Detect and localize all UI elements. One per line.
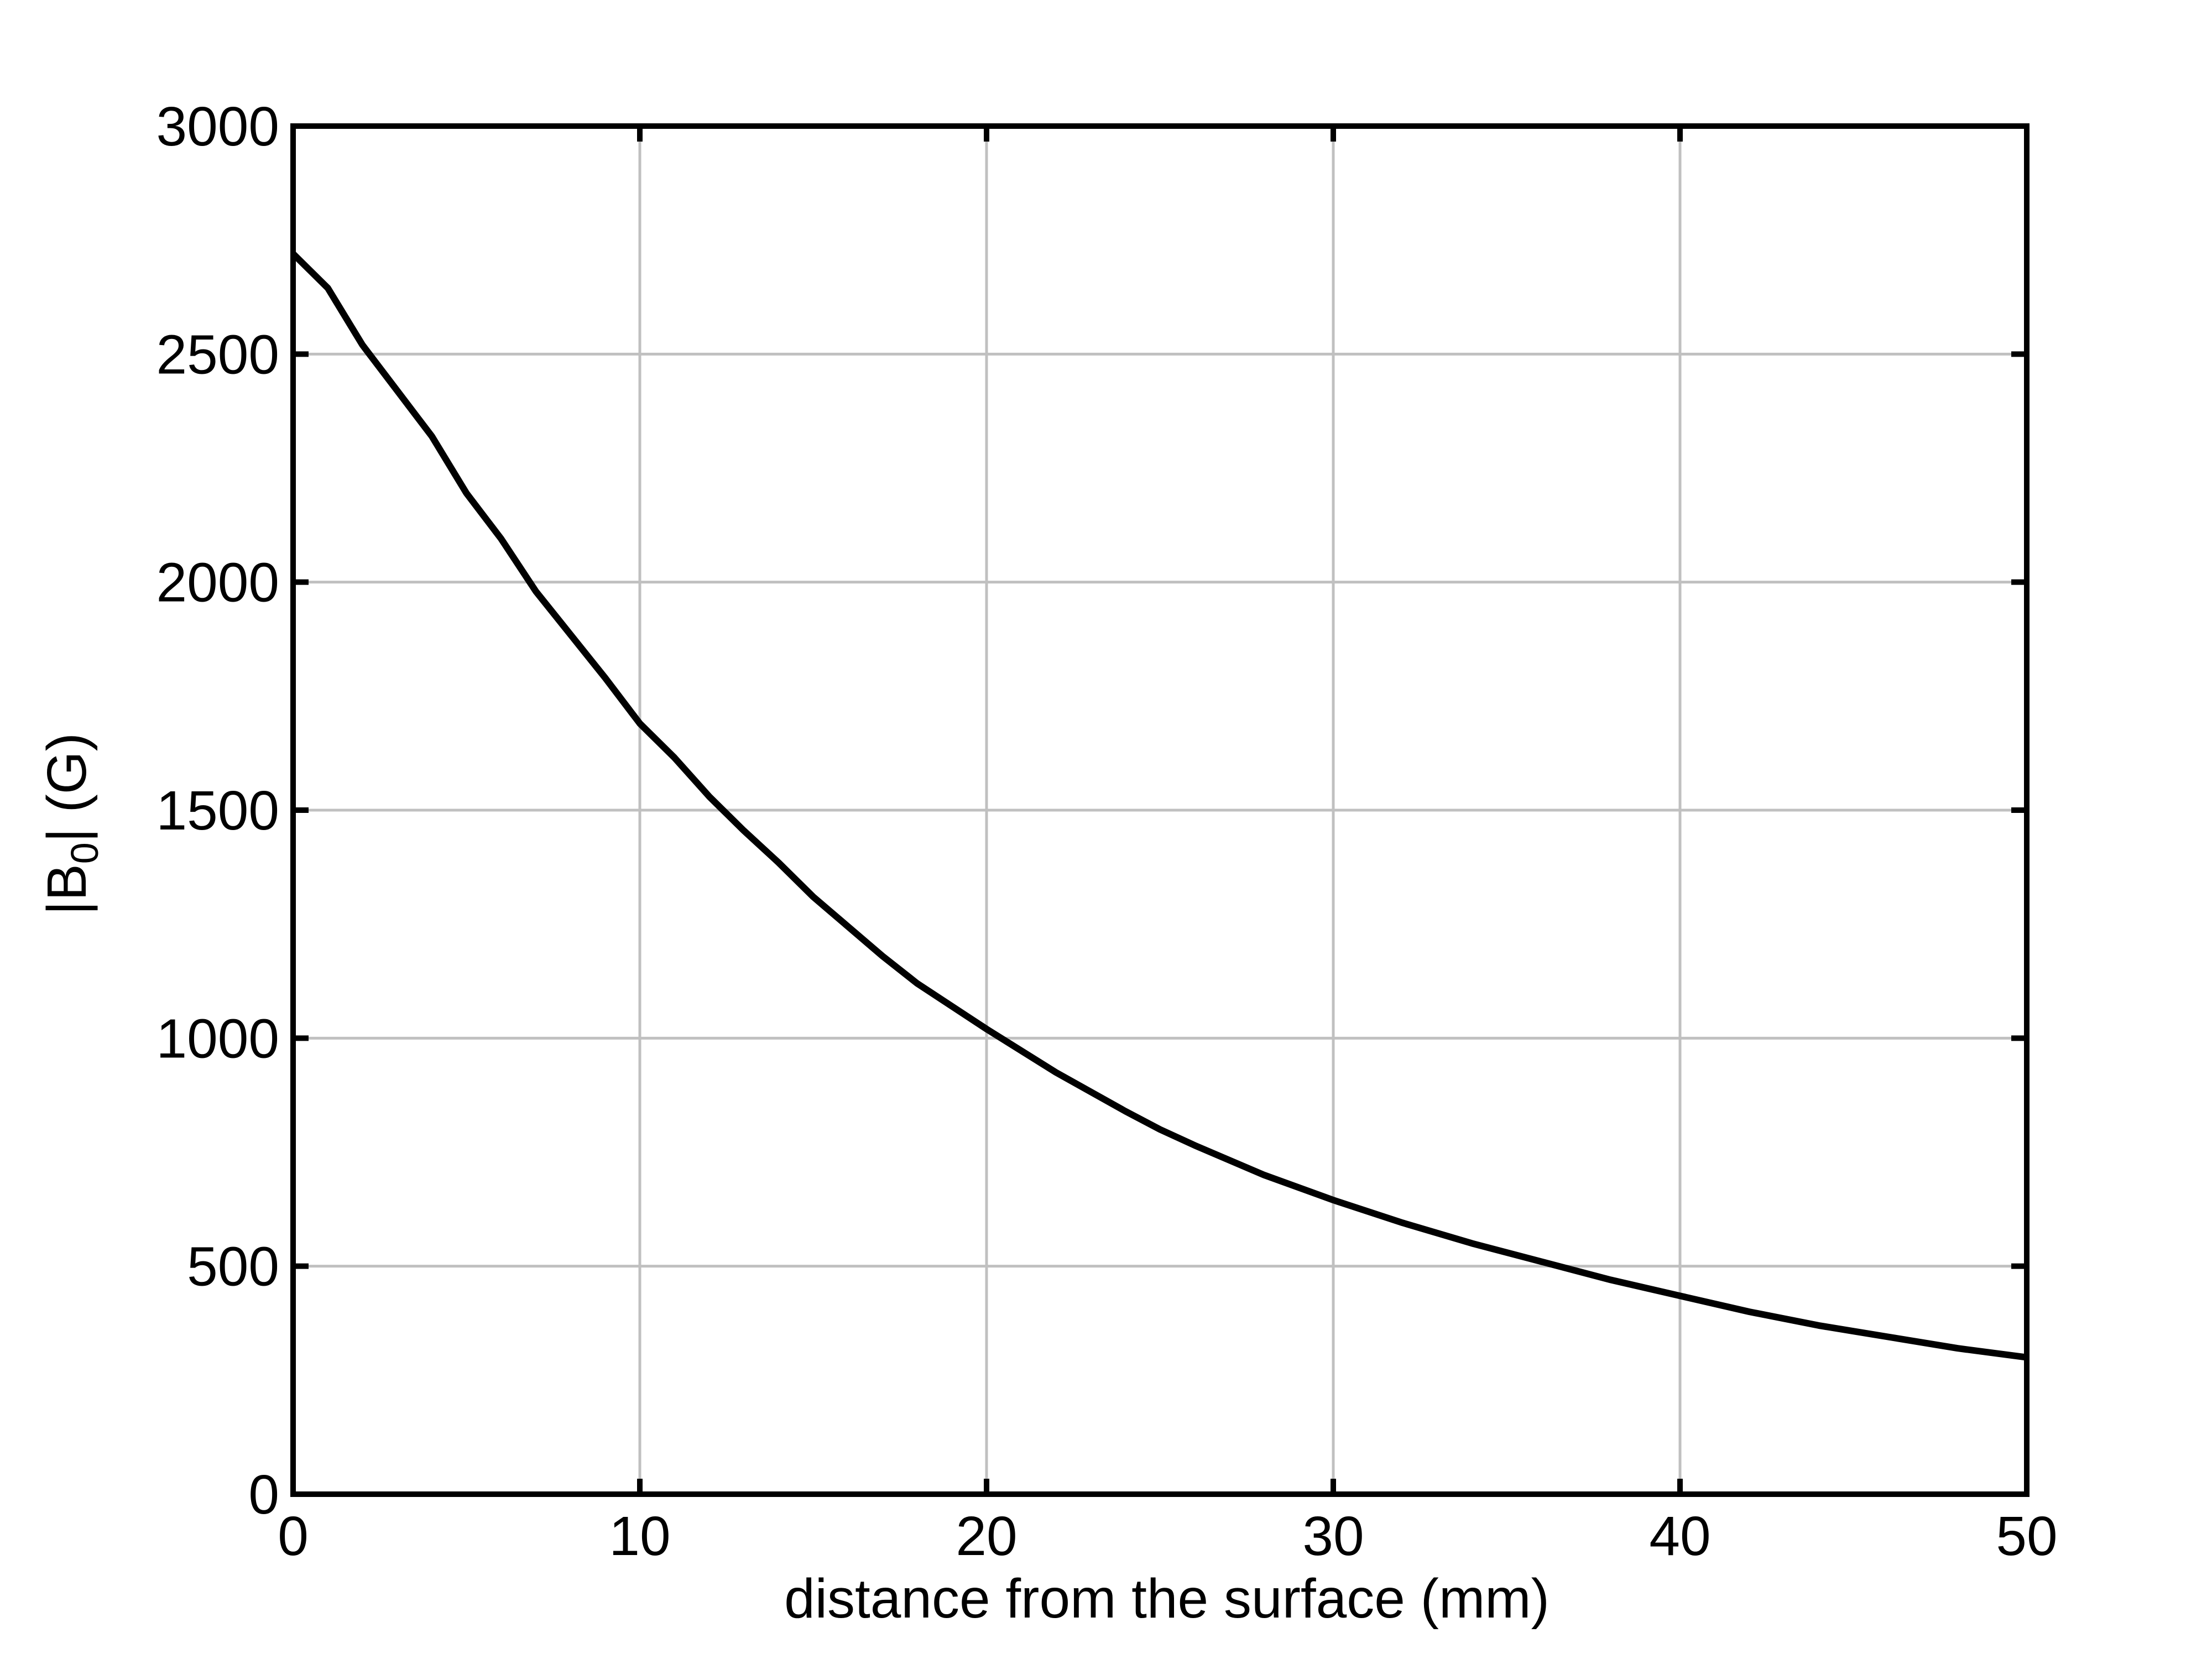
y-axis-label-suffix: | (G): [36, 733, 98, 842]
y-tick-labels: 0 500 1000 1500 2000 2500 3000: [156, 96, 279, 1526]
y-axis-label-subscript: 0: [63, 842, 106, 864]
y-tick-label: 2000: [156, 552, 279, 614]
series-group: [290, 251, 2027, 1361]
y-axis-label-prefix: |B: [36, 864, 98, 915]
series-line: [290, 251, 2027, 1361]
y-tick-label: 0: [248, 1464, 279, 1526]
x-tick-label: 0: [278, 1505, 309, 1567]
x-tick-label: 10: [609, 1505, 670, 1567]
y-tick-label: 500: [187, 1236, 279, 1298]
x-tick-label: 20: [956, 1505, 1017, 1567]
x-axis-label: distance from the surface (mm): [784, 1568, 1550, 1630]
y-axis-label: |B0| (G): [36, 733, 106, 915]
x-tick-labels: 0 10 20 30 40 50: [278, 1505, 2057, 1567]
grid-lines: [293, 126, 2027, 1494]
x-tick-label: 40: [1649, 1505, 1710, 1567]
axes-frame: [290, 123, 2030, 1497]
y-tick-label: 1000: [156, 1008, 279, 1070]
x-tick-label: 30: [1302, 1505, 1364, 1567]
x-tick-label: 50: [1996, 1505, 2057, 1567]
y-tick-label: 1500: [156, 780, 279, 842]
y-tick-label: 3000: [156, 96, 279, 158]
y-tick-label: 2500: [156, 324, 279, 385]
